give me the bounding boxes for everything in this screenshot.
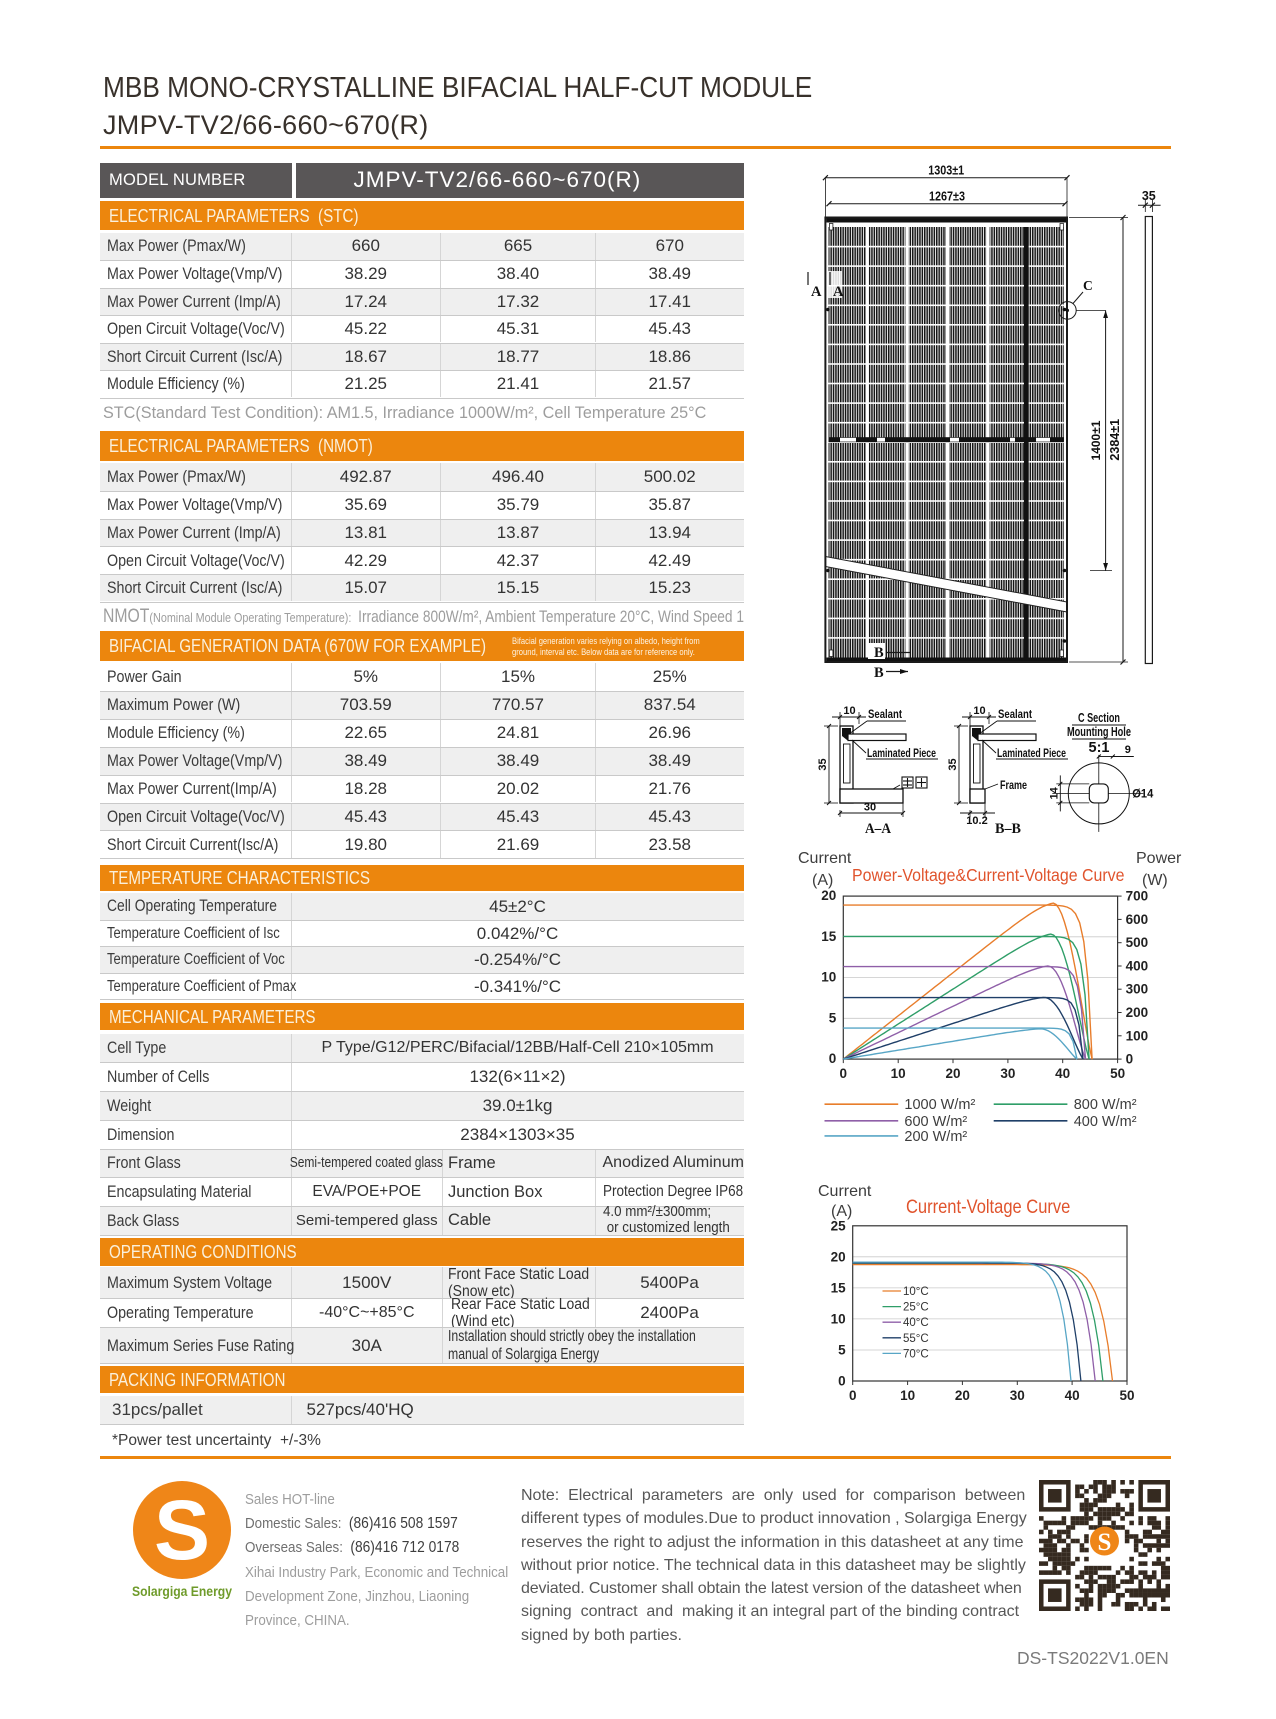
svg-text:5: 5 — [829, 1010, 837, 1025]
svg-text:Mounting Hole: Mounting Hole — [1067, 724, 1131, 739]
svg-text:0: 0 — [838, 1374, 846, 1389]
svg-text:15: 15 — [821, 929, 837, 944]
svg-text:(A): (A) — [831, 1203, 852, 1220]
svg-text:S: S — [1098, 1529, 1112, 1556]
svg-text:(A): (A) — [812, 872, 833, 889]
svg-text:2384±1: 2384±1 — [1108, 419, 1122, 461]
svg-text:Sealant: Sealant — [998, 707, 1032, 721]
svg-text:700: 700 — [1126, 889, 1149, 904]
svg-text:C Section: C Section — [1078, 710, 1120, 725]
svg-text:B: B — [874, 665, 884, 681]
svg-text:500: 500 — [1126, 935, 1149, 950]
svg-text:10: 10 — [973, 705, 985, 717]
svg-text:400 W/m²: 400 W/m² — [1074, 1114, 1137, 1130]
svg-text:15: 15 — [831, 1280, 847, 1295]
svg-text:1267±3: 1267±3 — [929, 190, 965, 204]
svg-text:Frame: Frame — [1000, 778, 1027, 792]
svg-text:A: A — [811, 284, 822, 300]
svg-text:25: 25 — [831, 1218, 847, 1233]
svg-text:30: 30 — [1000, 1066, 1015, 1081]
svg-text:10.2: 10.2 — [966, 815, 987, 827]
svg-text:5:1: 5:1 — [1089, 740, 1110, 756]
svg-text:Ø14: Ø14 — [1132, 786, 1153, 800]
svg-text:35: 35 — [817, 758, 829, 770]
svg-text:600 W/m²: 600 W/m² — [904, 1114, 967, 1130]
svg-text:10: 10 — [891, 1066, 906, 1081]
svg-text:A–A: A–A — [865, 821, 891, 837]
svg-text:70°C: 70°C — [903, 1348, 929, 1360]
svg-text:0: 0 — [829, 1051, 837, 1066]
svg-text:20: 20 — [831, 1249, 846, 1264]
svg-text:1000 W/m²: 1000 W/m² — [904, 1097, 975, 1113]
svg-text:0: 0 — [849, 1388, 857, 1403]
svg-text:400: 400 — [1126, 959, 1149, 974]
svg-text:200: 200 — [1126, 1005, 1149, 1020]
svg-text:B: B — [874, 645, 884, 661]
svg-text:0: 0 — [840, 1066, 848, 1081]
svg-text:40°C: 40°C — [903, 1317, 929, 1329]
svg-text:55°C: 55°C — [903, 1333, 929, 1345]
svg-text:25°C: 25°C — [903, 1302, 929, 1314]
svg-text:40: 40 — [1065, 1388, 1080, 1403]
svg-text:Current-Voltage Curve: Current-Voltage Curve — [906, 1196, 1070, 1217]
svg-text:10: 10 — [831, 1311, 846, 1326]
svg-text:1303±1: 1303±1 — [928, 164, 964, 178]
svg-text:C: C — [1083, 278, 1093, 293]
svg-text:S: S — [154, 1483, 210, 1577]
svg-text:Current: Current — [798, 850, 852, 867]
svg-text:35: 35 — [1142, 189, 1156, 203]
svg-text:200 W/m²: 200 W/m² — [904, 1129, 967, 1145]
svg-text:Power-Voltage&Current-Voltage: Power-Voltage&Current-Voltage Curve — [852, 865, 1124, 885]
svg-text:20: 20 — [955, 1388, 970, 1403]
svg-text:30: 30 — [1010, 1388, 1025, 1403]
svg-text:Solargiga Energy: Solargiga Energy — [132, 1584, 232, 1599]
svg-text:Power: Power — [1136, 850, 1182, 867]
svg-text:(W): (W) — [1142, 872, 1168, 889]
svg-text:0: 0 — [1126, 1052, 1134, 1067]
svg-text:Laminated Piece: Laminated Piece — [867, 746, 936, 760]
svg-text:B–B: B–B — [995, 821, 1021, 837]
svg-text:14: 14 — [1048, 786, 1060, 799]
svg-text:Laminated Piece: Laminated Piece — [997, 746, 1066, 760]
svg-text:A: A — [833, 284, 844, 300]
svg-text:10: 10 — [821, 970, 836, 985]
svg-text:1400±1: 1400±1 — [1089, 420, 1103, 460]
svg-text:40: 40 — [1055, 1066, 1070, 1081]
svg-text:5: 5 — [838, 1343, 846, 1358]
svg-text:10: 10 — [900, 1388, 915, 1403]
svg-text:10°C: 10°C — [903, 1286, 929, 1298]
svg-text:35: 35 — [947, 758, 959, 770]
svg-text:9: 9 — [1125, 744, 1131, 756]
svg-text:600: 600 — [1126, 912, 1149, 927]
svg-text:Current: Current — [818, 1183, 872, 1200]
svg-text:300: 300 — [1126, 982, 1149, 997]
svg-text:50: 50 — [1110, 1066, 1125, 1081]
svg-text:Sealant: Sealant — [868, 707, 902, 721]
svg-text:100: 100 — [1126, 1028, 1149, 1043]
svg-text:20: 20 — [945, 1066, 960, 1081]
svg-text:30: 30 — [864, 802, 876, 814]
svg-text:10: 10 — [843, 705, 855, 717]
svg-text:800 W/m²: 800 W/m² — [1074, 1097, 1137, 1113]
svg-text:50: 50 — [1119, 1388, 1134, 1403]
svg-text:20: 20 — [821, 888, 836, 903]
